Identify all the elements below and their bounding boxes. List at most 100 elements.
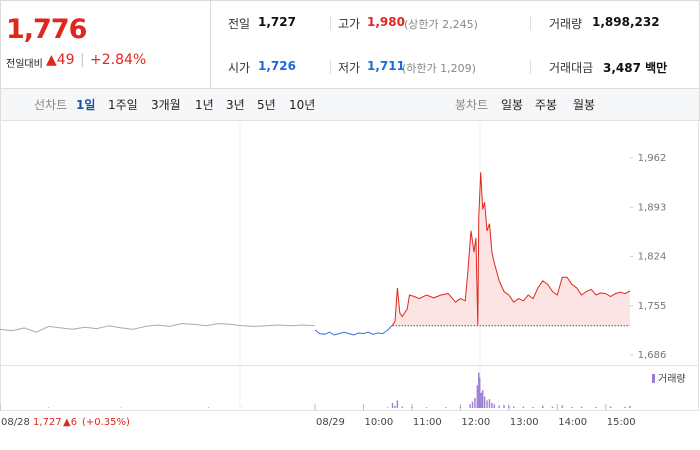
tab[interactable]: 1일 xyxy=(76,98,96,112)
sep: | xyxy=(80,52,85,68)
volume-bar xyxy=(207,407,210,408)
stat-label: 거래대금 xyxy=(549,61,594,75)
volume-bar xyxy=(609,406,612,408)
stat-label: 시가 xyxy=(228,61,251,75)
volume-bar xyxy=(478,372,480,408)
tab-label: 선차트 xyxy=(34,98,68,112)
tab-label: 봉차트 xyxy=(455,98,489,112)
stat-value: 1,898,232 xyxy=(592,15,660,29)
sep xyxy=(330,60,331,74)
x-tick-label: 12:00 xyxy=(461,417,490,428)
volume-bar xyxy=(394,405,396,408)
stat-label: 전일 xyxy=(228,17,251,31)
x-tick-label: 15:00 xyxy=(607,417,636,428)
stat-label: 저가 xyxy=(338,61,361,75)
x-tick-label: 10:00 xyxy=(364,417,393,428)
chart-frame xyxy=(0,120,699,411)
area xyxy=(391,172,630,326)
price-line xyxy=(314,325,393,336)
change: ▲49 xyxy=(46,52,75,68)
volume-bar xyxy=(445,407,447,408)
tab[interactable]: 3년 xyxy=(226,98,245,112)
volume-bar xyxy=(469,404,471,408)
y-tick-label: 1,962 xyxy=(638,153,667,164)
volume-bar xyxy=(471,401,474,408)
legend-label: 거래량 xyxy=(658,373,686,385)
stat-value: 1,711 xyxy=(367,59,405,73)
x-tick-label: 14:00 xyxy=(558,417,587,428)
tab[interactable]: 주봉 xyxy=(535,98,558,112)
volume-bar xyxy=(476,385,479,408)
legend-swatch xyxy=(652,374,655,383)
y-tick-label: 1,755 xyxy=(638,301,667,312)
change-pct: +2.84% xyxy=(90,52,147,68)
volume-bar xyxy=(542,405,544,408)
volume-bar xyxy=(479,377,481,408)
volume-bar xyxy=(425,407,428,408)
stat-value: 1,726 xyxy=(258,59,296,73)
tab[interactable]: 1주일 xyxy=(108,98,138,112)
volume-bar xyxy=(391,402,394,408)
x-tick-label: 08/29 xyxy=(316,417,345,428)
volume-bar xyxy=(480,392,482,408)
tab[interactable]: 10년 xyxy=(289,98,316,112)
y-tick-label: 1,893 xyxy=(638,202,667,213)
tab[interactable]: 5년 xyxy=(257,98,276,112)
tab[interactable]: 1년 xyxy=(195,98,214,112)
tab[interactable]: 일봉 xyxy=(501,98,524,112)
y-tick-label: 1,824 xyxy=(638,252,667,263)
prev-change: ▲6 xyxy=(63,417,77,428)
prev-change-pct: (+0.35%) xyxy=(82,417,130,428)
y-tick-label: 1,686 xyxy=(638,350,667,361)
x-tick-label: 08/28 xyxy=(1,417,30,428)
volume-bar xyxy=(486,400,488,408)
volume-bar xyxy=(498,405,500,408)
tab[interactable]: 월봉 xyxy=(573,98,596,112)
x-tick-label: 11:00 xyxy=(413,417,442,428)
stat-note: (상한가 2,245) xyxy=(404,18,478,31)
volume-bar xyxy=(595,406,597,408)
prev-close: 1,727 xyxy=(33,417,62,428)
volume-bar xyxy=(493,404,496,408)
x-tick-label: 13:00 xyxy=(510,417,539,428)
tab[interactable]: 3개월 xyxy=(151,98,181,112)
volume-bar xyxy=(561,405,563,408)
volume-bar xyxy=(488,399,491,408)
volume-bar xyxy=(512,406,515,408)
volume-bar xyxy=(47,407,50,408)
volume-bar xyxy=(386,407,389,408)
stat-label: 고가 xyxy=(338,17,361,31)
volume-bar xyxy=(571,406,573,408)
volume-bar xyxy=(396,400,399,408)
sep xyxy=(530,16,531,30)
volume-bar xyxy=(532,406,534,408)
volume-bar xyxy=(624,406,626,408)
stat-value: 1,980 xyxy=(367,15,405,29)
volume-bar xyxy=(629,405,631,408)
price-line xyxy=(0,323,316,333)
volume-bar xyxy=(551,406,554,408)
volume-bar xyxy=(401,406,403,408)
volume-bar xyxy=(459,406,462,408)
divider xyxy=(210,1,211,88)
stat-note: (하한가 1,209) xyxy=(402,62,476,75)
sep xyxy=(530,60,531,74)
stat-value: 1,727 xyxy=(258,15,296,29)
sep xyxy=(330,16,331,30)
volume-bar xyxy=(522,406,525,408)
stat-label: 거래량 xyxy=(549,17,583,31)
volume-bar xyxy=(508,405,510,408)
volume-bar xyxy=(491,402,493,408)
volume-bar xyxy=(411,406,413,408)
volume-bar xyxy=(503,404,505,408)
price-line xyxy=(391,172,631,326)
stat-value: 3,487 백만 xyxy=(603,61,668,75)
volume-bar xyxy=(580,406,583,408)
price: 1,776 xyxy=(6,14,87,45)
volume-bar xyxy=(474,397,476,408)
volume-bar xyxy=(483,396,486,408)
change-label: 전일대비 xyxy=(6,59,43,70)
volume-bar xyxy=(481,390,484,408)
